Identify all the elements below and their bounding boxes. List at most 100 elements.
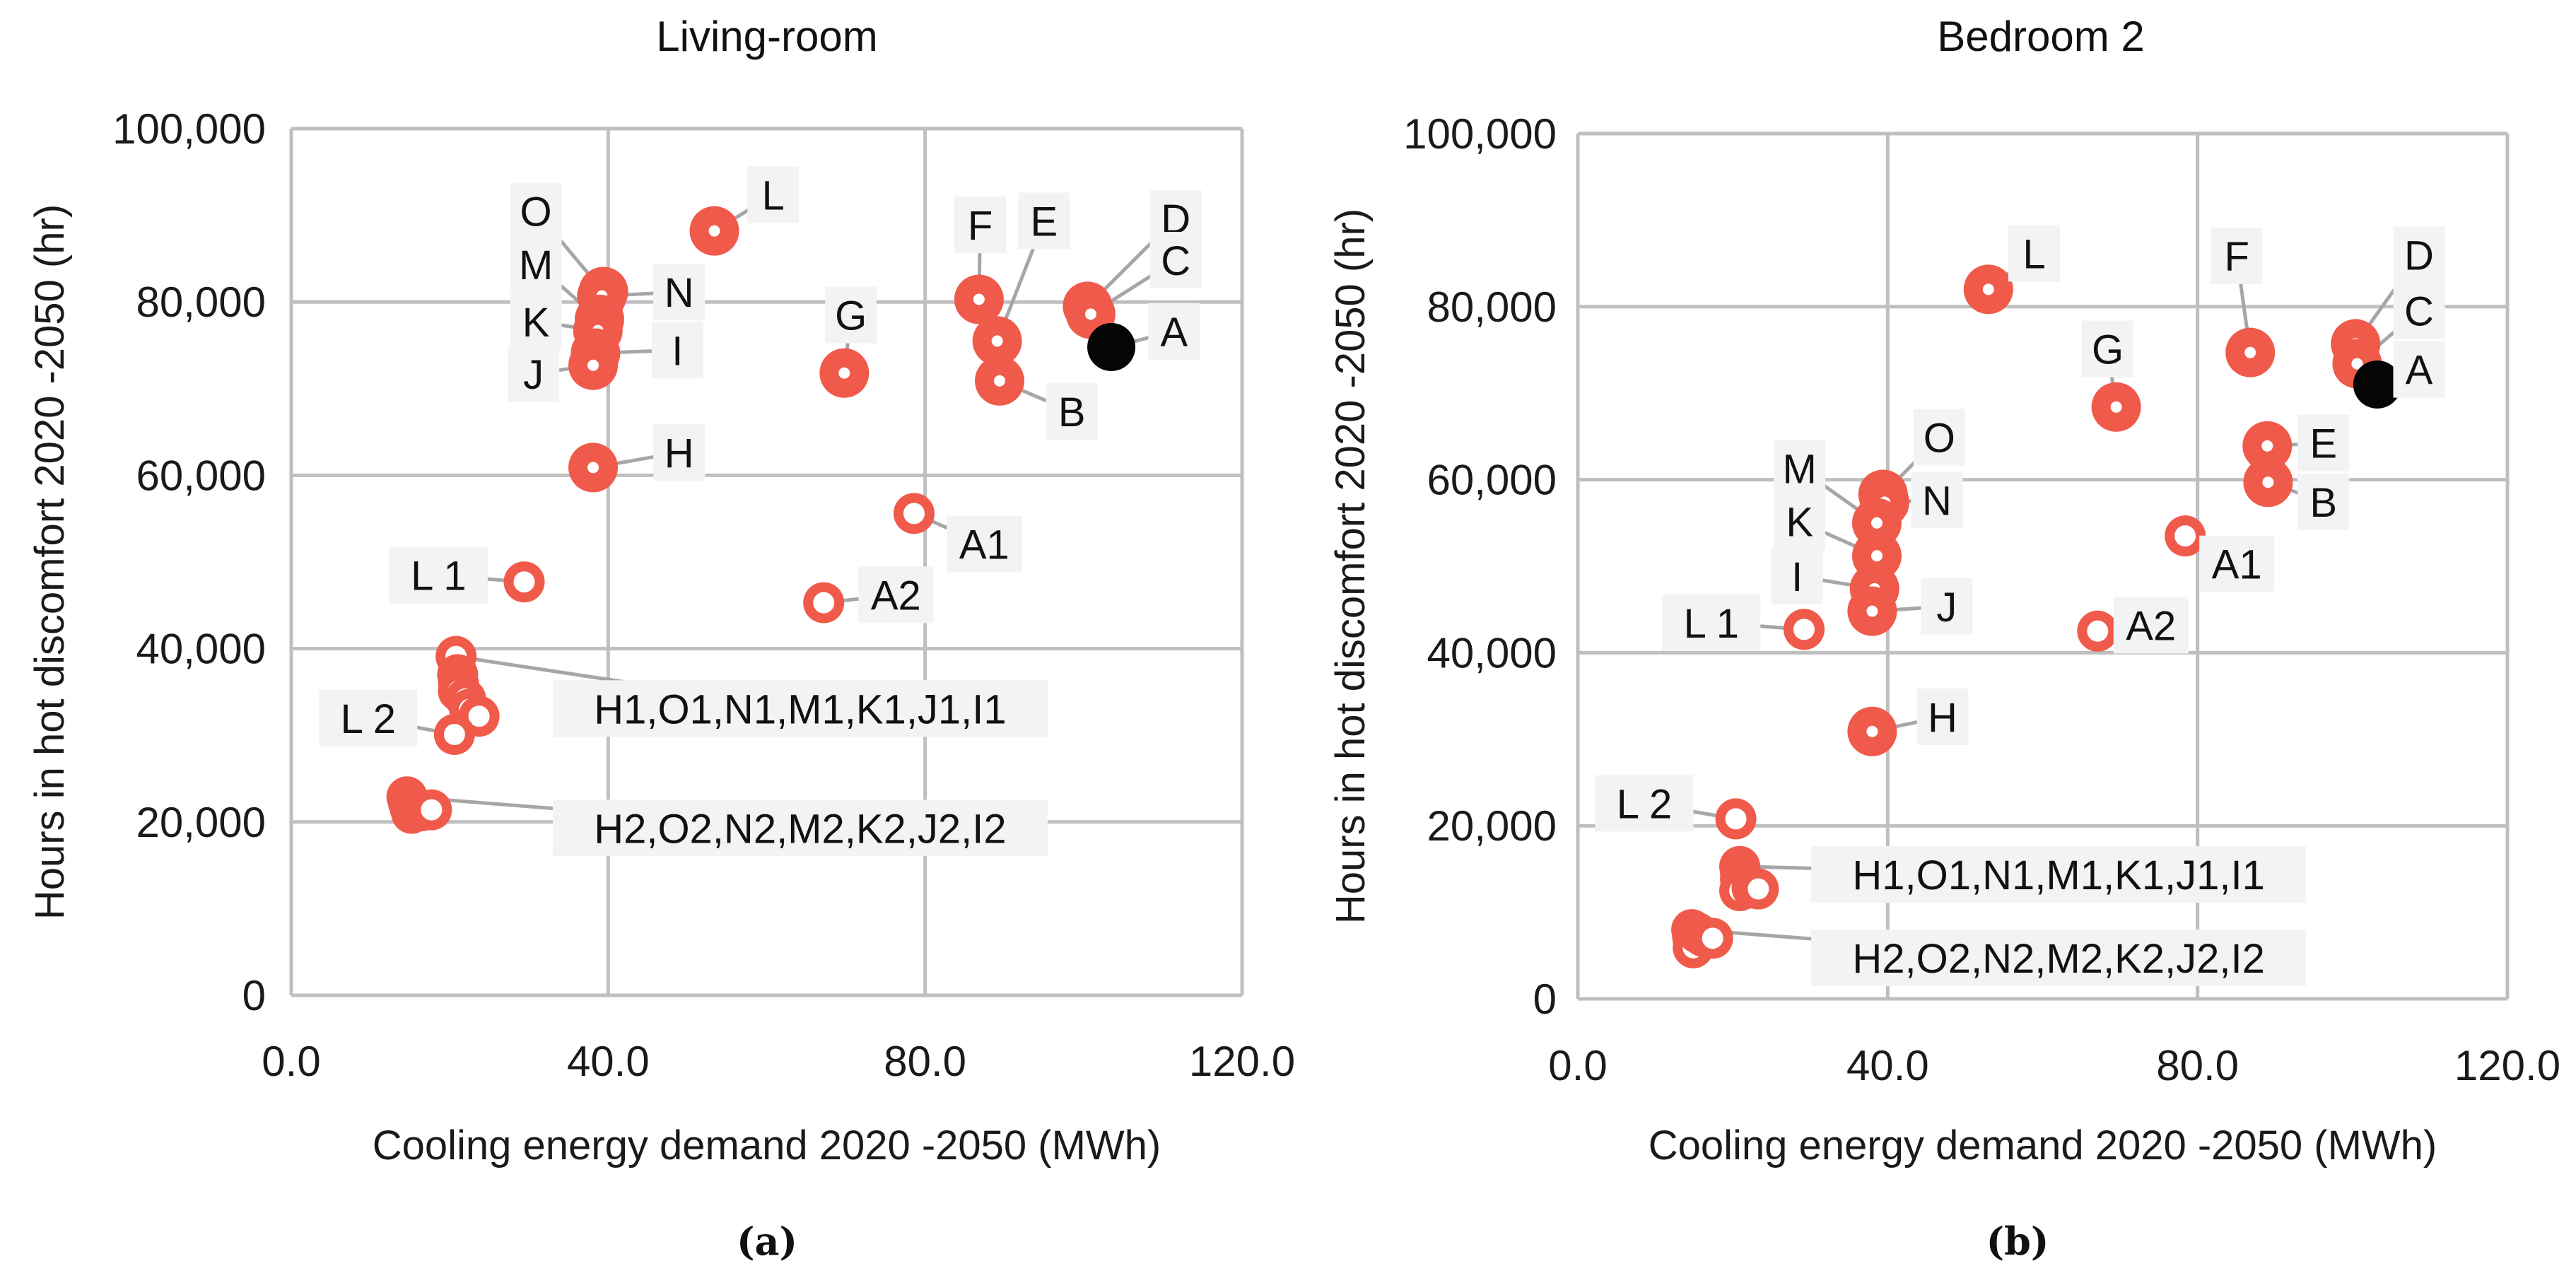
label-text: O: [1924, 415, 1955, 461]
label-box: [2211, 227, 2263, 284]
x-tick-label: 80.0: [2156, 1042, 2239, 1089]
x-tick-label: 40.0: [1846, 1042, 1929, 1089]
label-text: B: [1058, 389, 1086, 435]
label-text: F: [968, 203, 993, 249]
point-label-k: K: [510, 293, 562, 350]
label-box: [1921, 578, 1973, 635]
marker-j: [1847, 586, 1897, 636]
label-box: [1811, 929, 2307, 986]
label-text: G: [2092, 327, 2124, 373]
marker-l-2: [1715, 798, 1757, 840]
label-text: M: [1783, 446, 1817, 492]
label-box: [1774, 440, 1826, 497]
y-tick-label: 20,000: [136, 799, 266, 846]
label-box: [389, 546, 488, 604]
label-text: L 1: [411, 553, 466, 599]
label-text: K: [522, 300, 550, 346]
x-axis-title: Cooling energy demand 2020 -2050 (MWh): [1649, 1123, 2437, 1168]
label-text: I: [1791, 554, 1803, 600]
marker-a: [1087, 322, 1136, 371]
label-text: A: [1161, 310, 1188, 356]
point-label-b: B: [2297, 473, 2350, 530]
label-text: A2: [2126, 603, 2176, 649]
label-box: [1774, 493, 1826, 550]
point-label-l-2: L 2: [319, 690, 418, 747]
x-tick-label: 0.0: [262, 1038, 320, 1085]
marker-h1-o1-n1-m1-k1-j1-i1: [1738, 868, 1779, 910]
y-tick-label: 100,000: [112, 105, 266, 153]
point-label-l-1: L 1: [389, 546, 488, 604]
marker-l: [689, 206, 739, 256]
marker-g: [2091, 382, 2141, 432]
label-text: H: [1928, 695, 1957, 741]
label-text: B: [2309, 480, 2337, 526]
marker-j: [568, 340, 619, 390]
label-box: [825, 286, 877, 344]
label-text: K: [1786, 500, 1813, 546]
point-label-h2-o2-n2-m2-k2-j2-i2: H2,O2,N2,M2,K2,J2,I2: [552, 799, 1048, 857]
point-label-m: M: [1774, 440, 1826, 497]
marker-l-2: [433, 713, 475, 755]
point-label-l: L: [747, 166, 800, 223]
point-label-a: A: [1148, 303, 1200, 360]
y-tick-label: 20,000: [1427, 802, 1557, 850]
label-box: [954, 197, 1007, 254]
point-label-g: G: [2082, 320, 2134, 377]
marker-h: [568, 443, 619, 493]
marker-l-1: [1783, 609, 1825, 650]
label-box: [2393, 226, 2445, 283]
point-label-j: J: [508, 345, 560, 402]
label-text: H2,O2,N2,M2,K2,J2,I2: [1852, 936, 2264, 982]
y-tick-label: 0: [242, 972, 266, 1019]
point-label-g: G: [825, 286, 877, 344]
label-box: [2393, 282, 2445, 339]
x-tick-label: 40.0: [567, 1038, 650, 1085]
label-text: O: [520, 189, 552, 235]
label-box: [2113, 597, 2189, 654]
point-label-h: H: [653, 424, 706, 481]
point-label-e: E: [1018, 192, 1070, 250]
label-box: [2297, 414, 2350, 471]
point-label-a2: A2: [858, 566, 934, 623]
label-text: C: [2404, 288, 2434, 334]
point-label-c: C: [2393, 282, 2445, 339]
label-text: L 1: [1684, 601, 1739, 647]
point-label-h: H: [1916, 688, 1969, 745]
chart-title: Bedroom 2: [1937, 13, 2145, 60]
x-tick-label: 120.0: [1189, 1038, 1295, 1085]
marker-a1: [893, 493, 935, 534]
label-text: E: [1031, 199, 1058, 245]
marker-a: [2353, 360, 2401, 409]
label-box: [1149, 232, 1202, 289]
point-label-a1: A1: [947, 515, 1022, 573]
chart-living-room: Living-room 0.0 40.0 80.0 120.0 0 20,000 40,000…: [27, 13, 1295, 1264]
label-box: [651, 322, 703, 379]
label-text: N: [1922, 479, 1952, 525]
point-labels: H1,O1,N1,M1,K1,J1,I1 H2,O2,N2,M2,K2,J2,I2…: [319, 166, 1202, 857]
point-label-i: I: [651, 322, 703, 379]
marker-a1: [2165, 515, 2206, 557]
label-box: [2008, 225, 2060, 282]
marker-e: [2242, 421, 2293, 471]
y-tick-label: 80,000: [1427, 283, 1557, 331]
label-box: [2393, 341, 2445, 398]
label-text: C: [1161, 238, 1190, 284]
x-tick-label: 80.0: [884, 1038, 966, 1085]
label-text: H2,O2,N2,M2,K2,J2,I2: [594, 806, 1006, 852]
marker-a2: [2077, 610, 2119, 652]
point-label-l-2: L 2: [1595, 775, 1694, 832]
label-box: [747, 166, 800, 223]
label-text: L 2: [341, 696, 396, 742]
point-label-n: N: [1911, 471, 1963, 529]
label-box: [2199, 535, 2275, 592]
label-text: A: [2406, 348, 2433, 394]
y-tick-label: 40,000: [1427, 629, 1557, 676]
y-tick-label: 80,000: [136, 279, 266, 326]
label-text: H1,O1,N1,M1,K1,J1,I1: [1852, 853, 2264, 898]
label-text: J: [1936, 585, 1957, 631]
x-tick-label: 120.0: [2454, 1042, 2560, 1089]
label-box: [510, 182, 562, 240]
point-label-e: E: [2297, 414, 2350, 471]
label-box: [858, 566, 934, 623]
label-text: L: [762, 172, 785, 218]
